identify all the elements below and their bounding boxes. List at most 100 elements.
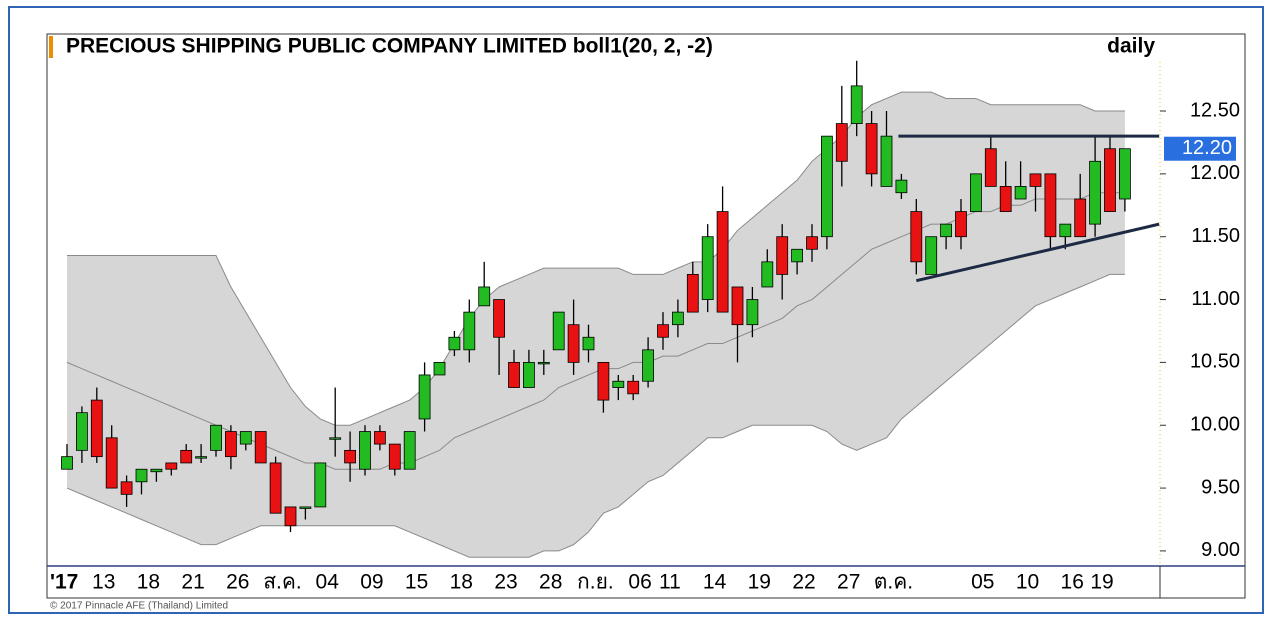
y-tick-label: 9.00 bbox=[1201, 539, 1240, 561]
y-tick-label: 12.50 bbox=[1190, 99, 1240, 121]
candle-body bbox=[537, 361, 550, 365]
candle-body bbox=[552, 311, 565, 351]
x-tick-label: 18 bbox=[450, 571, 473, 594]
candle-body bbox=[731, 286, 744, 326]
candle-body bbox=[433, 361, 446, 376]
x-tick-label: 06 bbox=[628, 571, 651, 594]
band-area bbox=[67, 92, 1125, 558]
y-tick-label: 10.50 bbox=[1190, 351, 1240, 373]
last-price-label: 12.20 bbox=[1182, 137, 1232, 159]
y-tick-label: 12.00 bbox=[1190, 162, 1240, 184]
candle-body bbox=[597, 361, 610, 401]
y-tick-label: 11.00 bbox=[1191, 288, 1240, 310]
candle-body bbox=[791, 248, 803, 263]
candle-body bbox=[999, 186, 1012, 212]
candle-body bbox=[388, 443, 401, 470]
candle-body bbox=[344, 449, 357, 464]
candle-body bbox=[1029, 173, 1042, 187]
candle-body bbox=[284, 506, 297, 527]
candle-body bbox=[806, 236, 818, 250]
x-tick-label: ต.ค. bbox=[874, 571, 913, 594]
candle-body bbox=[329, 437, 342, 440]
chart-title: PRECIOUS SHIPPING PUBLIC COMPANY LIMITED… bbox=[66, 35, 713, 58]
candle-body bbox=[299, 506, 312, 509]
candle-body bbox=[761, 261, 774, 288]
candle-body bbox=[970, 173, 982, 212]
x-tick-label: 26 bbox=[226, 571, 249, 594]
candle-body bbox=[1104, 148, 1116, 212]
title-marker bbox=[49, 36, 53, 58]
candle-body bbox=[210, 424, 222, 451]
x-tick-label: 11 bbox=[659, 571, 681, 594]
candle-body bbox=[865, 123, 878, 175]
x-tick-label: 18 bbox=[137, 571, 160, 594]
candle-body bbox=[478, 286, 491, 307]
candle-body bbox=[403, 431, 416, 470]
candle-body bbox=[254, 431, 267, 464]
candle-body bbox=[150, 468, 163, 473]
candle-body bbox=[880, 135, 893, 187]
candle-body bbox=[195, 456, 208, 459]
candle-body bbox=[180, 449, 193, 464]
x-tick-label: 15 bbox=[405, 571, 428, 594]
candle-body bbox=[418, 374, 431, 420]
x-tick-label: 28 bbox=[539, 571, 562, 594]
candle-body bbox=[582, 336, 595, 351]
candle-body bbox=[716, 211, 729, 313]
candle-body bbox=[850, 85, 863, 124]
footer: © 2017 Pinnacle AFE (Thailand) Limited bbox=[50, 601, 228, 612]
x-tick-label: 21 bbox=[181, 571, 204, 594]
candle-body bbox=[314, 462, 327, 508]
candle-body bbox=[657, 324, 669, 338]
candle-body bbox=[61, 456, 73, 470]
candle-body bbox=[835, 123, 848, 162]
candle-body bbox=[925, 236, 938, 275]
candle-body bbox=[120, 481, 133, 495]
candle-body bbox=[1089, 160, 1101, 225]
x-tick-label: 19 bbox=[748, 571, 771, 594]
candle-body bbox=[1119, 148, 1131, 200]
period-label: daily bbox=[1107, 35, 1155, 58]
candle-body bbox=[612, 380, 625, 388]
y-tick-label: 9.50 bbox=[1201, 476, 1240, 498]
x-tick-label: 05 bbox=[971, 571, 994, 594]
x-tick-label: 09 bbox=[360, 571, 383, 594]
candle-body bbox=[359, 431, 371, 470]
candle-body bbox=[448, 336, 461, 351]
candle-body bbox=[239, 431, 252, 445]
plot: 9.00 9.50 10.00 10.50 11.00 11.50 12.00 12.50 12… bbox=[50, 60, 1240, 594]
y-tick-label: 10.00 bbox=[1190, 414, 1240, 436]
x-tick-label: 10 bbox=[1016, 571, 1039, 594]
candle-body bbox=[642, 349, 654, 382]
x-tick-label: '17 bbox=[50, 571, 78, 594]
candle-body bbox=[776, 236, 789, 275]
x-tick-label: 27 bbox=[837, 571, 860, 594]
candle-body bbox=[984, 148, 997, 187]
last-price-box bbox=[1164, 136, 1236, 161]
candle-body bbox=[493, 299, 506, 338]
candle-body bbox=[523, 361, 535, 388]
candle-body bbox=[135, 468, 148, 483]
candle-body bbox=[895, 179, 908, 194]
x-tick-label: 19 bbox=[1090, 571, 1113, 594]
candle-body bbox=[955, 211, 967, 238]
candle-body bbox=[165, 462, 178, 470]
candle-body bbox=[1014, 186, 1027, 200]
candle-body bbox=[76, 412, 88, 451]
candle-body bbox=[105, 437, 118, 489]
candle-body bbox=[1059, 223, 1072, 238]
candle-body bbox=[1074, 198, 1087, 238]
x-tick-label: ก.ย. bbox=[577, 571, 614, 594]
x-tick-label: 04 bbox=[316, 571, 340, 594]
candle-body bbox=[701, 236, 714, 300]
candle-body bbox=[672, 311, 684, 326]
x-tick-label: 23 bbox=[494, 571, 517, 594]
candle-body bbox=[686, 274, 699, 313]
band-upper bbox=[67, 91, 1125, 426]
candle-body bbox=[567, 324, 580, 363]
x-tick-label: 13 bbox=[92, 571, 115, 594]
x-tick-label: 14 bbox=[703, 571, 727, 594]
candle-body bbox=[940, 223, 952, 238]
candle-body bbox=[224, 431, 237, 458]
